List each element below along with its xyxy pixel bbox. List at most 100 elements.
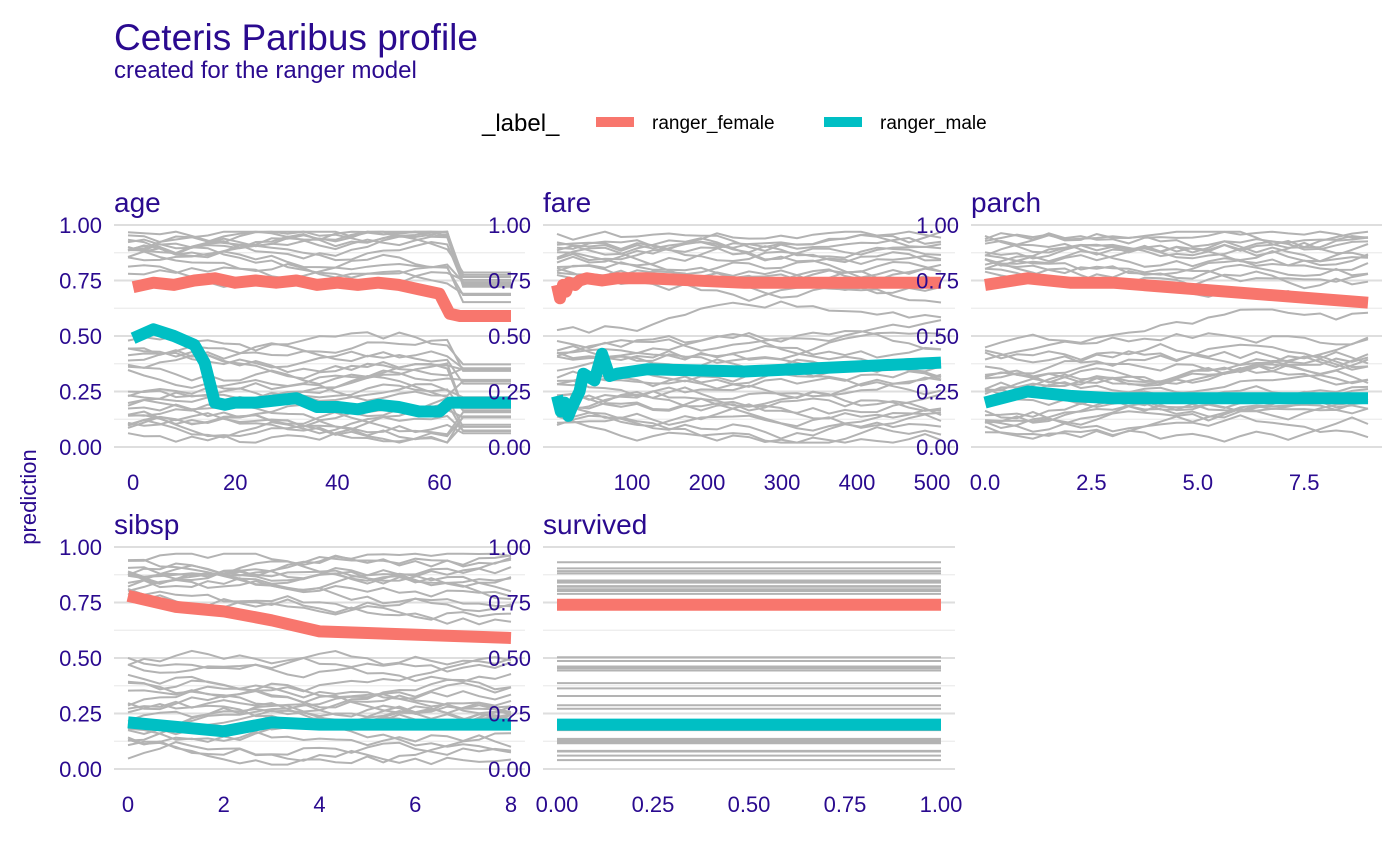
individual-profile-line [556,390,942,420]
y-tick-label: 0.50 [916,324,959,349]
individual-profile-line [984,414,1369,439]
individual-profile-line [556,411,942,432]
y-tick-label: 0.75 [916,269,959,294]
y-tick-label: 0.50 [59,646,102,671]
individual-profile-line [556,230,942,252]
y-tick-label: 1.00 [488,535,531,560]
individual-profile-line [556,246,942,263]
individual-profile-line [984,366,1369,396]
x-tick-label: 0 [127,470,139,495]
series-ranger-male-sibsp [127,716,511,738]
individual-profile-line [127,663,512,683]
individual-profile-line [127,342,511,385]
individual-profile-line [984,308,1369,349]
individual-profile-line [127,412,511,435]
individual-profile-line [984,230,1369,245]
individual-profile-line [127,656,512,693]
individual-profile-line [984,332,1369,361]
individual-profile-line [127,554,512,581]
x-tick-label: 500 [914,470,951,495]
individual-profile-line [127,350,511,370]
series-ranger-male-fare [551,347,942,422]
individual-profile-line [127,230,511,274]
x-tick-label: 0.75 [824,792,867,817]
legend-key-ranger-female [596,117,634,127]
individual-profile-line [984,416,1369,443]
y-tick-label: 0.50 [59,324,102,349]
chart-title: Ceteris Paribus profile [114,17,478,58]
series-ranger-female-sibsp [126,589,512,644]
legend-title: _label_ [481,110,560,137]
individual-profile-line [127,245,511,281]
y-tick-label: 0.75 [59,269,102,294]
individual-profiles [127,230,511,444]
individual-profile-line [984,356,1369,378]
individual-profile-line [556,300,942,334]
panel-title-survived: survived [543,509,647,540]
individual-profile-line [556,329,942,351]
legend-key-ranger-male [824,117,862,127]
x-tick-label: 4 [313,792,325,817]
individual-profile-line [127,230,511,278]
individual-profile-line [556,397,942,429]
individual-profile-line [127,736,512,766]
individual-profile-line [127,741,512,760]
individual-profile-line [556,331,942,372]
individual-profile-line [556,319,942,357]
y-tick-label: 1.00 [916,213,959,238]
y-tick-label: 0.00 [488,435,531,460]
x-tick-label: 200 [689,470,726,495]
panel-fare: fare 0.00 0.25 0.50 0.75 1.00 100 200 300 400 500 [488,187,955,495]
series-ranger-female-age [131,272,511,322]
y-tick-label: 0.25 [916,380,959,405]
panel-title-parch: parch [971,187,1041,218]
individual-profile-line [127,699,512,722]
legend-label-ranger-male: ranger_male [880,113,987,134]
x-tick-label: 5.0 [1182,470,1213,495]
panel-parch: parch 0.00 0.25 0.50 0.75 1.00 0.0 2.5 5.0 7.5 [916,187,1382,495]
individual-profiles [127,552,512,766]
x-tick-label: 0.25 [632,792,675,817]
individual-profile-line [556,240,942,264]
individual-profile-line [127,684,512,707]
y-tick-label: 0.25 [59,702,102,727]
individual-profile-line [556,393,942,412]
individual-profile-line [127,365,511,386]
series-ranger-male-parch [983,385,1368,409]
legend-label-ranger-female: ranger_female [652,113,775,134]
individual-profile-line [984,397,1369,425]
individual-profile-line [127,730,512,748]
panel-survived: survived 0.00 0.25 0.50 0.75 1.00 0.00 0.25 0.50… [488,509,962,817]
series-ranger-female-fare [551,272,941,305]
x-tick-label: 6 [409,792,421,817]
y-tick-label: 1.00 [488,213,531,238]
x-tick-label: 0.00 [536,792,579,817]
individual-profile-line [556,373,942,412]
individual-profile-line [984,338,1369,380]
y-tick-label: 0.00 [916,435,959,460]
individual-profile-line [984,267,1369,290]
individual-profile-line [127,410,511,444]
x-tick-label: 0.50 [728,792,771,817]
individual-profile-line [556,370,942,390]
y-tick-label: 0.50 [488,646,531,671]
individual-profile-line [984,243,1369,271]
individual-profile-line [127,369,511,402]
x-tick-label: 20 [223,470,247,495]
individual-profile-line [556,233,942,267]
x-tick-label: 2 [218,792,230,817]
individual-profile-line [127,383,511,412]
chart-subtitle: created for the ranger model [114,57,417,84]
y-tick-label: 1.00 [59,213,102,238]
individual-profile-line [127,673,512,717]
panel-sibsp: sibsp 0.00 0.25 0.50 0.75 1.00 0 2 4 6 8 [59,509,525,817]
x-tick-label: 400 [839,470,876,495]
y-tick-label: 1.00 [59,535,102,560]
individual-profile-line [127,566,512,585]
individual-profile-line [984,240,1369,260]
y-tick-label: 0.00 [59,435,102,460]
individual-profile-line [984,343,1369,367]
